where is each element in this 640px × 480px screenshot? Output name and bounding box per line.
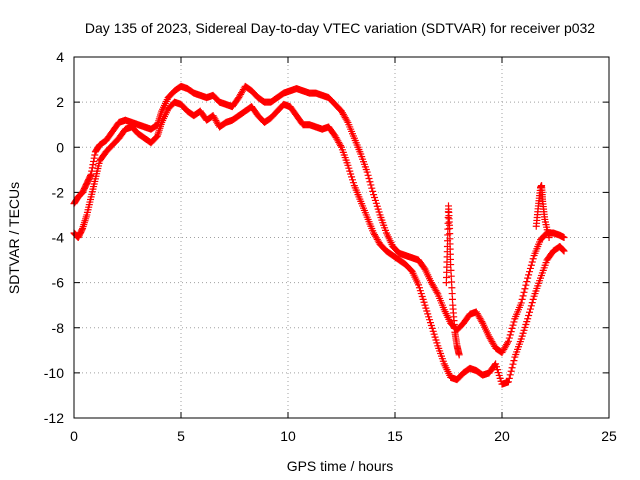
data-point [510, 318, 518, 326]
data-point [505, 334, 513, 342]
data-point [525, 312, 533, 320]
data-point [520, 288, 528, 296]
data-point [363, 168, 371, 176]
data-point [528, 299, 536, 307]
data-point [506, 331, 514, 339]
data-point [560, 247, 568, 255]
data-point [368, 184, 376, 192]
data-point [455, 351, 463, 359]
data-point [545, 234, 553, 241]
x-tick-label: 5 [177, 428, 185, 444]
data-point [509, 360, 517, 368]
x-tick-label: 10 [280, 428, 296, 444]
data-point [529, 255, 537, 263]
data-point [517, 299, 525, 307]
data-point [366, 178, 374, 186]
data-point [526, 305, 534, 313]
data-point [505, 374, 513, 382]
data-point [507, 328, 515, 336]
data-point [509, 321, 517, 329]
y-tick-label: 0 [56, 139, 64, 155]
data-point [560, 234, 568, 241]
series-track-lower [70, 98, 568, 388]
data-point [87, 172, 95, 180]
x-tick-label: 25 [601, 428, 617, 444]
y-tick-label: 2 [56, 94, 64, 110]
y-tick-label: -8 [52, 320, 65, 336]
data-point [504, 337, 512, 345]
y-tick-label: -4 [52, 230, 65, 246]
y-axis-label: SDTVAR / TECUs [6, 182, 22, 294]
data-point [524, 315, 532, 323]
data-point [508, 364, 516, 372]
data-point [507, 367, 515, 375]
data-point [90, 157, 98, 165]
x-axis-label: GPS time / hours [287, 458, 394, 474]
data-point [559, 246, 567, 254]
y-tick-label: 4 [56, 49, 64, 65]
data-point [369, 187, 377, 195]
y-tick-label: -6 [52, 275, 65, 291]
data-point [529, 295, 537, 303]
data-point [367, 181, 375, 189]
data-point [91, 151, 99, 159]
data-point [525, 271, 533, 279]
data-point [478, 318, 486, 326]
x-tick-label: 15 [387, 428, 403, 444]
data-point [518, 295, 526, 303]
grid-lines [74, 57, 609, 418]
data-point [506, 371, 514, 379]
data-point [88, 164, 96, 172]
x-tick-label: 20 [494, 428, 510, 444]
data-point [559, 246, 567, 254]
y-tick-label: -2 [52, 184, 65, 200]
data-point [528, 258, 536, 266]
series-track-upper [70, 82, 568, 357]
data-point [78, 226, 86, 234]
plot-frame [73, 56, 610, 419]
data-point [523, 278, 531, 286]
data-point [527, 302, 535, 310]
data-point [365, 175, 373, 183]
data-point [504, 378, 512, 386]
data-point [524, 274, 532, 282]
data-point [87, 170, 95, 178]
data-point [90, 154, 98, 162]
y-tick-label: -12 [44, 410, 64, 426]
y-tick-label: -10 [44, 365, 64, 381]
data-point [522, 281, 530, 289]
data-point [433, 288, 441, 296]
data-point [527, 261, 535, 269]
data-point [364, 171, 372, 179]
data-point [526, 264, 534, 272]
data-point [508, 324, 516, 332]
series-spike-near-22h [532, 182, 553, 241]
data-point [337, 142, 345, 150]
chart-title: Day 135 of 2023, Sidereal Day-to-day VTE… [85, 20, 595, 36]
series-spike-near-17h [442, 202, 463, 359]
data-point [519, 292, 527, 300]
data-point [526, 268, 534, 276]
x-tick-label: 0 [70, 428, 78, 444]
data-point [343, 117, 351, 125]
data-point [521, 285, 529, 293]
axis-ticks: 0 5 10 15 20 25 -12 -10 -8 -6 -4 -2 0 2 4 [44, 49, 617, 444]
data-points [70, 82, 568, 388]
data-point [504, 339, 512, 347]
data-point [510, 357, 518, 365]
data-point [526, 308, 534, 316]
data-point [89, 161, 97, 169]
